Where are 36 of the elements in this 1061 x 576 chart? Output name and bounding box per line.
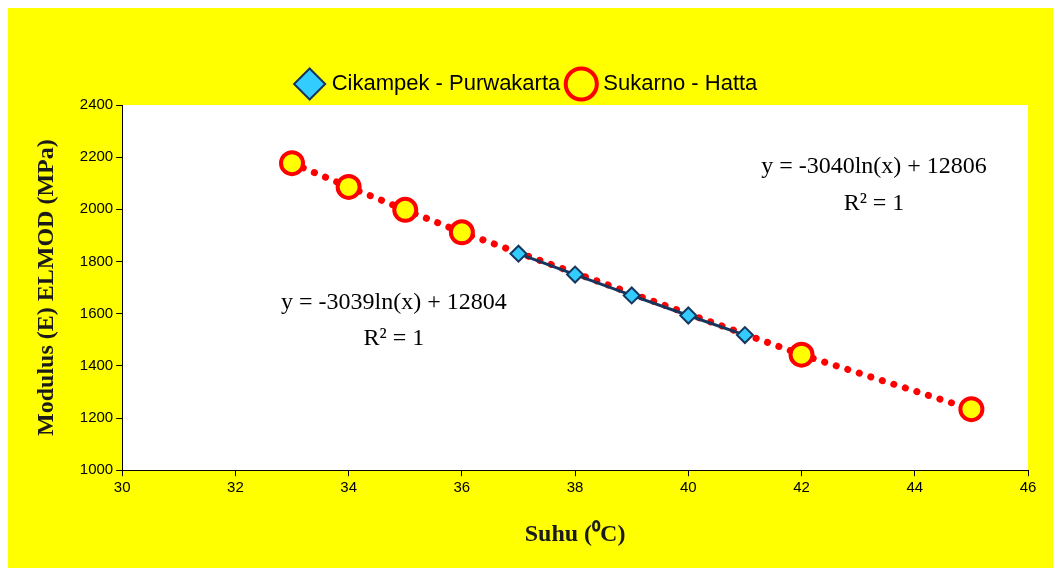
y-tick-label: 2000 bbox=[79, 199, 114, 217]
annotation: y = -3040ln(x) + 12806 bbox=[761, 152, 987, 179]
x-tick-label: 34 bbox=[340, 478, 357, 496]
point bbox=[335, 173, 362, 200]
y-tick-label: 2400 bbox=[79, 95, 114, 113]
point bbox=[509, 244, 528, 263]
x-tick-label: 30 bbox=[113, 478, 131, 496]
point bbox=[788, 341, 815, 368]
x-tick-label: 36 bbox=[453, 478, 471, 496]
point bbox=[958, 396, 985, 423]
x-tick-label: 40 bbox=[679, 478, 697, 496]
x-tick-label: 46 bbox=[1019, 478, 1037, 496]
point bbox=[448, 219, 475, 246]
y-tick-label: 1000 bbox=[79, 460, 114, 478]
point bbox=[279, 150, 306, 177]
annotation: R² = 1 bbox=[363, 324, 425, 351]
x-tick-label: 42 bbox=[793, 478, 810, 496]
y-tick-label: 1400 bbox=[79, 356, 114, 373]
x-axis-title: Suhu (⁰C) bbox=[524, 519, 626, 546]
point bbox=[566, 265, 585, 284]
x-tick-label: 32 bbox=[227, 478, 244, 496]
legend-label: Sukarno - Hatta bbox=[603, 70, 759, 96]
point bbox=[622, 286, 641, 305]
point bbox=[679, 306, 698, 325]
point bbox=[392, 196, 419, 223]
x-tick-label: 38 bbox=[566, 478, 584, 496]
y-axis-title: Modulus (E) ELMOD (MPa) bbox=[31, 139, 58, 436]
point bbox=[735, 326, 754, 345]
legend-label: Cikampek - Purwakarta bbox=[331, 70, 562, 96]
y-tick-label: 1200 bbox=[79, 408, 114, 426]
x-tick-label: 44 bbox=[906, 478, 924, 496]
annotation: y = -3039ln(x) + 12804 bbox=[281, 287, 507, 314]
y-tick-label: 1600 bbox=[79, 303, 114, 321]
y-tick-label: 1800 bbox=[79, 251, 114, 269]
annotation: R² = 1 bbox=[843, 188, 905, 215]
y-tick-label: 2200 bbox=[79, 147, 114, 165]
